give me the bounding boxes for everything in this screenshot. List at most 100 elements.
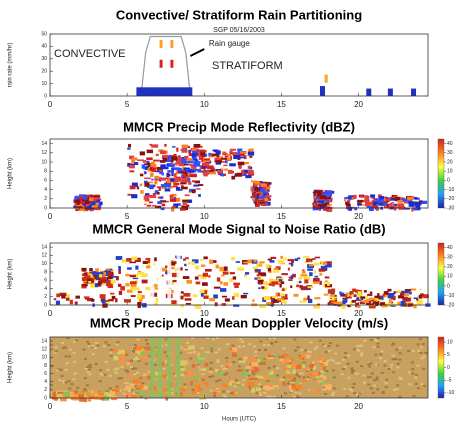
echo-patch (170, 159, 174, 163)
noise (374, 353, 378, 356)
echo-patch (168, 266, 175, 270)
echo-patch (243, 292, 249, 295)
echo-patch (400, 302, 405, 307)
noise (422, 367, 426, 370)
echo-patch (65, 297, 70, 301)
echo-patch (407, 198, 414, 201)
echo-patch (413, 201, 418, 204)
noise (94, 362, 98, 365)
echo-patch (412, 197, 418, 200)
echo-patch (295, 384, 303, 389)
echo-patch (197, 388, 202, 393)
echo-patch (80, 396, 86, 399)
echo-patch (155, 170, 160, 173)
echo-patch (156, 166, 163, 171)
echo-patch (288, 276, 292, 279)
echo-patch (171, 193, 177, 197)
echo-patch (233, 154, 241, 160)
class-bar (145, 87, 151, 96)
echo-patch (97, 279, 103, 285)
echo-patch (383, 202, 387, 206)
echo-patch (319, 360, 323, 364)
echo-patch (286, 371, 291, 374)
noise (332, 376, 336, 379)
noise (66, 337, 70, 340)
echo-patch (153, 159, 160, 162)
echo-patch (214, 302, 218, 307)
noise (399, 378, 403, 381)
echo-patch (220, 173, 224, 177)
echo-patch (137, 302, 142, 307)
echo-patch (356, 293, 363, 298)
noise (125, 385, 129, 388)
noise (416, 343, 420, 346)
echo-patch (254, 181, 260, 185)
noise (304, 349, 308, 352)
echo-patch (81, 277, 88, 281)
echo-patch (105, 393, 110, 396)
echo-patch (414, 207, 421, 211)
echo-patch (325, 261, 331, 264)
echo-patch (264, 195, 272, 198)
noise (63, 346, 67, 349)
noise (163, 351, 167, 354)
noise (64, 368, 68, 371)
echo-patch (369, 206, 374, 212)
echo-patch (388, 299, 392, 304)
echo-patch (423, 294, 429, 299)
echo-patch (307, 389, 311, 392)
noise (274, 341, 278, 344)
noise (83, 377, 87, 380)
echo-patch (290, 379, 296, 382)
echo-patch (239, 151, 243, 154)
echo-patch (181, 171, 187, 174)
noise (331, 359, 335, 362)
echo-patch (313, 304, 320, 309)
echo-patch (393, 206, 397, 211)
noise (330, 358, 334, 361)
noise (136, 371, 140, 374)
echo-patch (301, 353, 307, 357)
class-bar (320, 86, 325, 96)
noise (218, 379, 222, 382)
echo-patch (187, 261, 191, 265)
noise (372, 379, 376, 382)
echo-patch (213, 294, 218, 299)
x-tick-label: 15 (277, 100, 286, 109)
echo-patch (90, 278, 95, 283)
echo-patch (178, 162, 185, 167)
echo-patch (232, 276, 237, 280)
y-tick-label: 10 (41, 261, 47, 267)
noise (141, 382, 145, 385)
echo-patch (154, 350, 160, 355)
echo-patch (279, 378, 285, 381)
noise (54, 351, 58, 354)
noise (398, 346, 402, 349)
noise (358, 392, 362, 395)
echo-patch (262, 299, 267, 302)
echo-patch (74, 390, 79, 394)
echo-patch (284, 257, 287, 261)
echo-patch (347, 199, 351, 202)
x-tick-label: 10 (200, 402, 209, 411)
echo-patch (265, 264, 270, 268)
noise (184, 360, 188, 363)
echo-patch (371, 200, 377, 202)
echo-patch (278, 279, 283, 282)
echo-patch (199, 150, 207, 153)
noise (131, 367, 135, 370)
echo-patch (193, 158, 198, 161)
echo-patch (257, 279, 264, 285)
echo-patch (377, 301, 380, 306)
class-bar (136, 87, 142, 96)
noise (196, 391, 200, 394)
echo-patch (52, 391, 56, 397)
noise (360, 365, 364, 368)
noise (309, 368, 313, 371)
echo-patch (103, 396, 110, 401)
noise (283, 392, 287, 395)
echo-patch (203, 290, 208, 295)
echo-patch (268, 270, 272, 274)
echo-patch (265, 185, 270, 190)
echo-patch (239, 267, 243, 271)
